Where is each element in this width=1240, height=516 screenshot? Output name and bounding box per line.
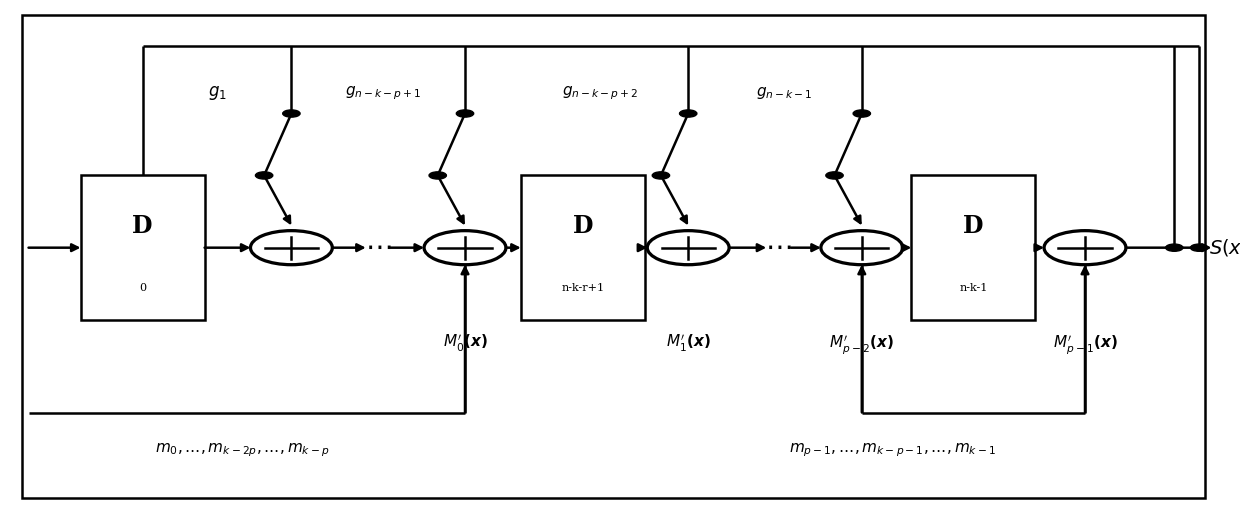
Circle shape xyxy=(429,172,446,179)
Text: $g_{n-k-p+2}$: $g_{n-k-p+2}$ xyxy=(562,84,639,102)
Text: $\boldsymbol{M_0^{\prime}(x)}$: $\boldsymbol{M_0^{\prime}(x)}$ xyxy=(443,333,487,354)
Circle shape xyxy=(680,110,697,117)
Bar xyxy=(521,175,645,320)
Text: $\cdots$: $\cdots$ xyxy=(765,234,792,261)
Text: $m_0, \ldots ,m_{k-2p}, \ldots, m_{k-p}$: $m_0, \ldots ,m_{k-2p}, \ldots, m_{k-p}$ xyxy=(155,441,329,459)
Circle shape xyxy=(1190,244,1208,251)
Text: $\boldsymbol{M_{p-1}^{\prime}(x)}$: $\boldsymbol{M_{p-1}^{\prime}(x)}$ xyxy=(1053,333,1117,356)
Circle shape xyxy=(283,110,300,117)
Text: $\boldsymbol{M_1^{\prime}(x)}$: $\boldsymbol{M_1^{\prime}(x)}$ xyxy=(666,333,711,354)
Circle shape xyxy=(424,231,506,265)
Circle shape xyxy=(821,231,903,265)
Text: $g_{n-k-p+1}$: $g_{n-k-p+1}$ xyxy=(345,84,422,102)
Text: 0: 0 xyxy=(139,283,146,293)
Circle shape xyxy=(250,231,332,265)
Circle shape xyxy=(255,172,273,179)
Text: $\boldsymbol{M_{p-2}^{\prime}(x)}$: $\boldsymbol{M_{p-2}^{\prime}(x)}$ xyxy=(830,333,894,356)
Text: $S(x)$: $S(x)$ xyxy=(1209,237,1240,258)
Text: $m_{p-1}, \ldots ,m_{k-p-1}, \ldots, m_{k-1}$: $m_{p-1}, \ldots ,m_{k-p-1}, \ldots, m_{… xyxy=(790,441,996,459)
Circle shape xyxy=(853,110,870,117)
Text: n-k-1: n-k-1 xyxy=(960,283,987,293)
Circle shape xyxy=(1044,231,1126,265)
Circle shape xyxy=(826,172,843,179)
Text: $g_{n-k-1}$: $g_{n-k-1}$ xyxy=(755,85,812,101)
Text: $g_1$: $g_1$ xyxy=(208,84,227,102)
Circle shape xyxy=(456,110,474,117)
Text: $\cdots$: $\cdots$ xyxy=(365,234,392,261)
Circle shape xyxy=(652,172,670,179)
Text: D: D xyxy=(573,214,593,238)
Circle shape xyxy=(1166,244,1183,251)
Bar xyxy=(911,175,1035,320)
Text: D: D xyxy=(133,214,153,238)
Circle shape xyxy=(647,231,729,265)
Text: n-k-r+1: n-k-r+1 xyxy=(562,283,604,293)
Text: D: D xyxy=(963,214,983,238)
Bar xyxy=(81,175,205,320)
